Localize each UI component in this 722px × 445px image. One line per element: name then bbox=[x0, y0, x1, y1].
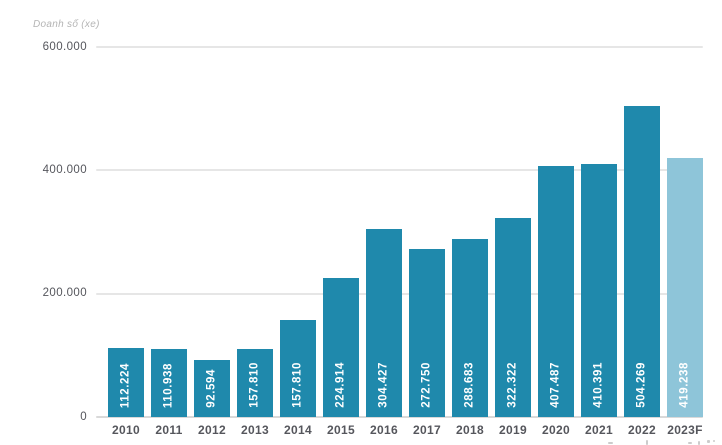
bar-value-label: 110.938 bbox=[162, 362, 175, 408]
forecast-bar: 419.238 bbox=[667, 158, 703, 417]
glyph-fragment bbox=[646, 440, 648, 445]
glyph-fragment bbox=[698, 441, 700, 445]
glyph-fragment bbox=[688, 442, 692, 444]
bar-group-2011: 110.938 2011 bbox=[151, 47, 187, 436]
y-axis-title: Doanh số (xe) bbox=[33, 19, 100, 30]
bar-group-2017: 272.750 2017 bbox=[409, 47, 445, 436]
x-tick-label: 2021 bbox=[585, 423, 613, 437]
x-tick-label: 2012 bbox=[198, 423, 226, 437]
y-tick-label: 600.000 bbox=[42, 40, 87, 53]
bar-value-label: 410.391 bbox=[592, 362, 605, 408]
x-tick-label: 2019 bbox=[499, 423, 527, 437]
x-tick-label: 2010 bbox=[112, 423, 140, 437]
bar-value-label: 288.683 bbox=[463, 362, 476, 408]
bar-group-2012: 92.594 2012 bbox=[194, 47, 230, 436]
bar-group-2019: 322.322 2019 bbox=[495, 47, 531, 436]
bar: 407.487 bbox=[538, 165, 574, 417]
bar: 110.938 bbox=[151, 348, 187, 417]
x-tick-label: 2017 bbox=[413, 423, 441, 437]
bar-group-2022: 504.269 2022 bbox=[624, 47, 660, 436]
bar-value-label: 272.750 bbox=[420, 362, 433, 408]
gridline bbox=[96, 169, 703, 172]
bar-group-2014: 157.810 2014 bbox=[280, 47, 316, 436]
bar: 410.391 bbox=[581, 163, 617, 417]
bar-group-2021: 410.391 2021 bbox=[581, 47, 617, 436]
bar: 272.750 bbox=[409, 248, 445, 417]
x-tick-label: 2023F bbox=[667, 423, 703, 437]
bar-group-2018: 288.683 2018 bbox=[452, 47, 488, 436]
bar-group-2013: 157.810 2013 bbox=[237, 47, 273, 436]
glyph-fragment bbox=[713, 440, 715, 442]
x-axis-line bbox=[96, 416, 703, 418]
bar: 504.269 bbox=[624, 106, 660, 417]
bar-value-label: 419.238 bbox=[678, 362, 691, 408]
bar-value-label: 322.322 bbox=[506, 362, 519, 408]
gridline bbox=[96, 46, 703, 48]
x-tick-label: 2011 bbox=[155, 423, 183, 437]
glyph-fragment bbox=[608, 442, 613, 444]
bar: 224.914 bbox=[323, 278, 359, 417]
bar-value-label: 157.810 bbox=[291, 362, 304, 408]
bar-group-2023f: 419.238 2023F bbox=[667, 47, 703, 436]
bar: 157.810 bbox=[237, 349, 273, 417]
bar-value-label: 112.224 bbox=[119, 362, 132, 408]
bar-value-label: 224.914 bbox=[334, 362, 347, 408]
bar-value-label: 92.594 bbox=[205, 369, 218, 408]
bar: 288.683 bbox=[452, 238, 488, 417]
plot-area: 600.000 400.000 200.000 0 112.224 2010 110.93… bbox=[43, 41, 703, 436]
bar: 322.322 bbox=[495, 218, 531, 417]
bar-group-2020: 407.487 2020 bbox=[538, 47, 574, 436]
bar-value-label: 407.487 bbox=[549, 362, 562, 408]
bars-row: 112.224 2010 110.938 2011 92.594 2012 157.810 2… bbox=[108, 47, 703, 436]
bar-value-label: 304.427 bbox=[377, 362, 390, 408]
bar: 112.224 bbox=[108, 347, 144, 417]
clipped-text-fragment bbox=[600, 438, 718, 445]
x-tick-label: 2020 bbox=[542, 423, 570, 437]
x-tick-label: 2013 bbox=[241, 423, 269, 437]
bar: 304.427 bbox=[366, 229, 402, 417]
bar: 92.594 bbox=[194, 359, 230, 417]
y-tick-label: 0 bbox=[80, 410, 87, 423]
bar-value-label: 504.269 bbox=[635, 362, 648, 408]
glyph-fragment bbox=[707, 440, 710, 443]
bar-group-2010: 112.224 2010 bbox=[108, 47, 144, 436]
x-tick-label: 2015 bbox=[327, 423, 355, 437]
x-tick-label: 2016 bbox=[370, 423, 398, 437]
bar-group-2016: 304.427 2016 bbox=[366, 47, 402, 436]
x-tick-label: 2014 bbox=[284, 423, 312, 437]
x-tick-label: 2022 bbox=[628, 423, 656, 437]
bar-group-2015: 224.914 2015 bbox=[323, 47, 359, 436]
x-tick-label: 2018 bbox=[456, 423, 484, 437]
bar: 157.810 bbox=[280, 319, 316, 417]
y-tick-label: 400.000 bbox=[42, 163, 87, 176]
y-tick-label: 200.000 bbox=[42, 286, 87, 299]
bar-value-label: 157.810 bbox=[248, 362, 261, 408]
